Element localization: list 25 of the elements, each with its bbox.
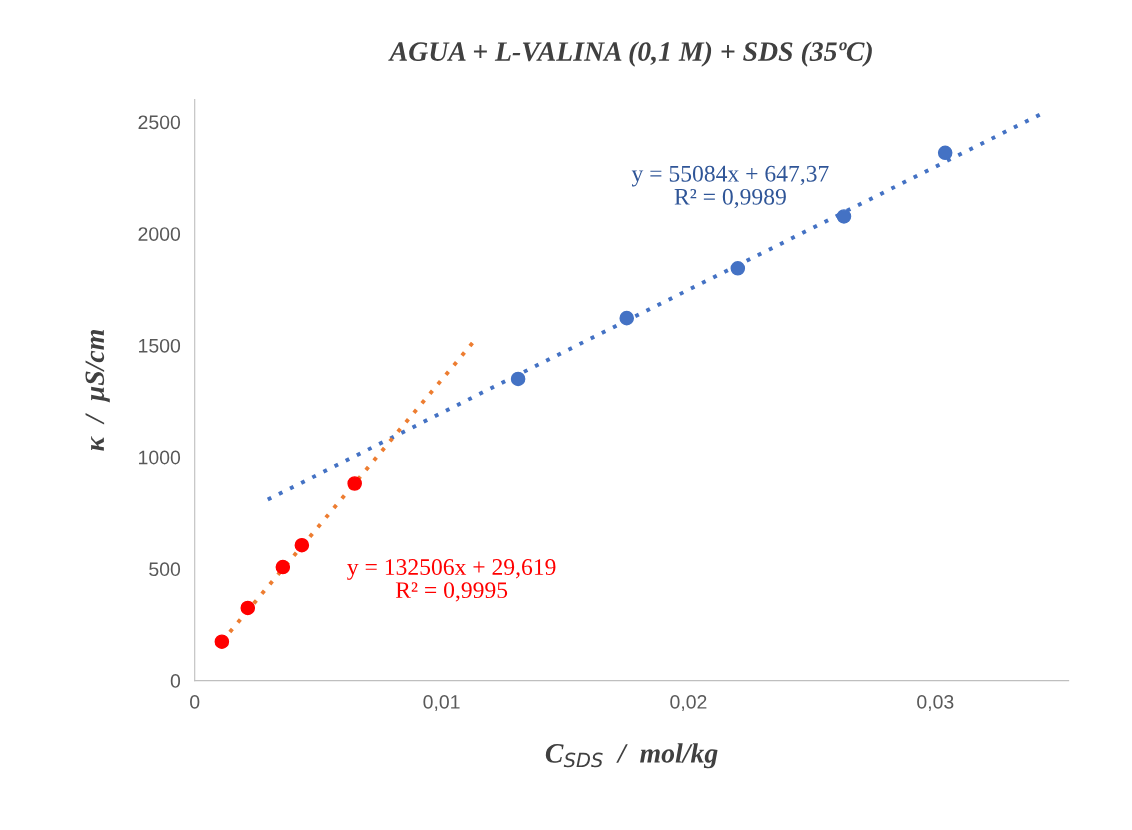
x-tick-label: 0,03 [917,695,954,712]
y-tick-label: 1000 [139,450,181,465]
annotation: y = 132506x + 29,619 R² = 0,9995 [347,559,556,602]
point [730,261,746,276]
y-tick-label: 1500 [139,338,181,353]
y-tick-label: 0 [170,674,181,688]
point [347,476,362,491]
chart-title: AGUA + L-VALINA (0,1 M) + SDS (35ºC) [388,41,872,67]
point [619,310,635,326]
y-axis-title: κ / μS/cm [85,330,110,451]
y-tick-label: 500 [149,562,181,577]
y-tick-label: 2500 [138,115,181,130]
point [294,537,310,553]
point [214,634,230,650]
point [937,145,953,161]
y-tick-label: 2000 [138,227,181,241]
x-tick-label: 0,01 [423,695,460,712]
point [510,371,526,387]
x-tick-label: 0,02 [670,695,707,712]
point [275,559,291,575]
point [836,209,852,224]
x-tick-label: 0 [190,695,200,709]
annotation: y = 55084x + 647,37 R² = 0,9989 [631,165,829,209]
x-axis-title: C$_{SDS}$ / mol/kg [545,743,718,769]
point [240,600,256,616]
